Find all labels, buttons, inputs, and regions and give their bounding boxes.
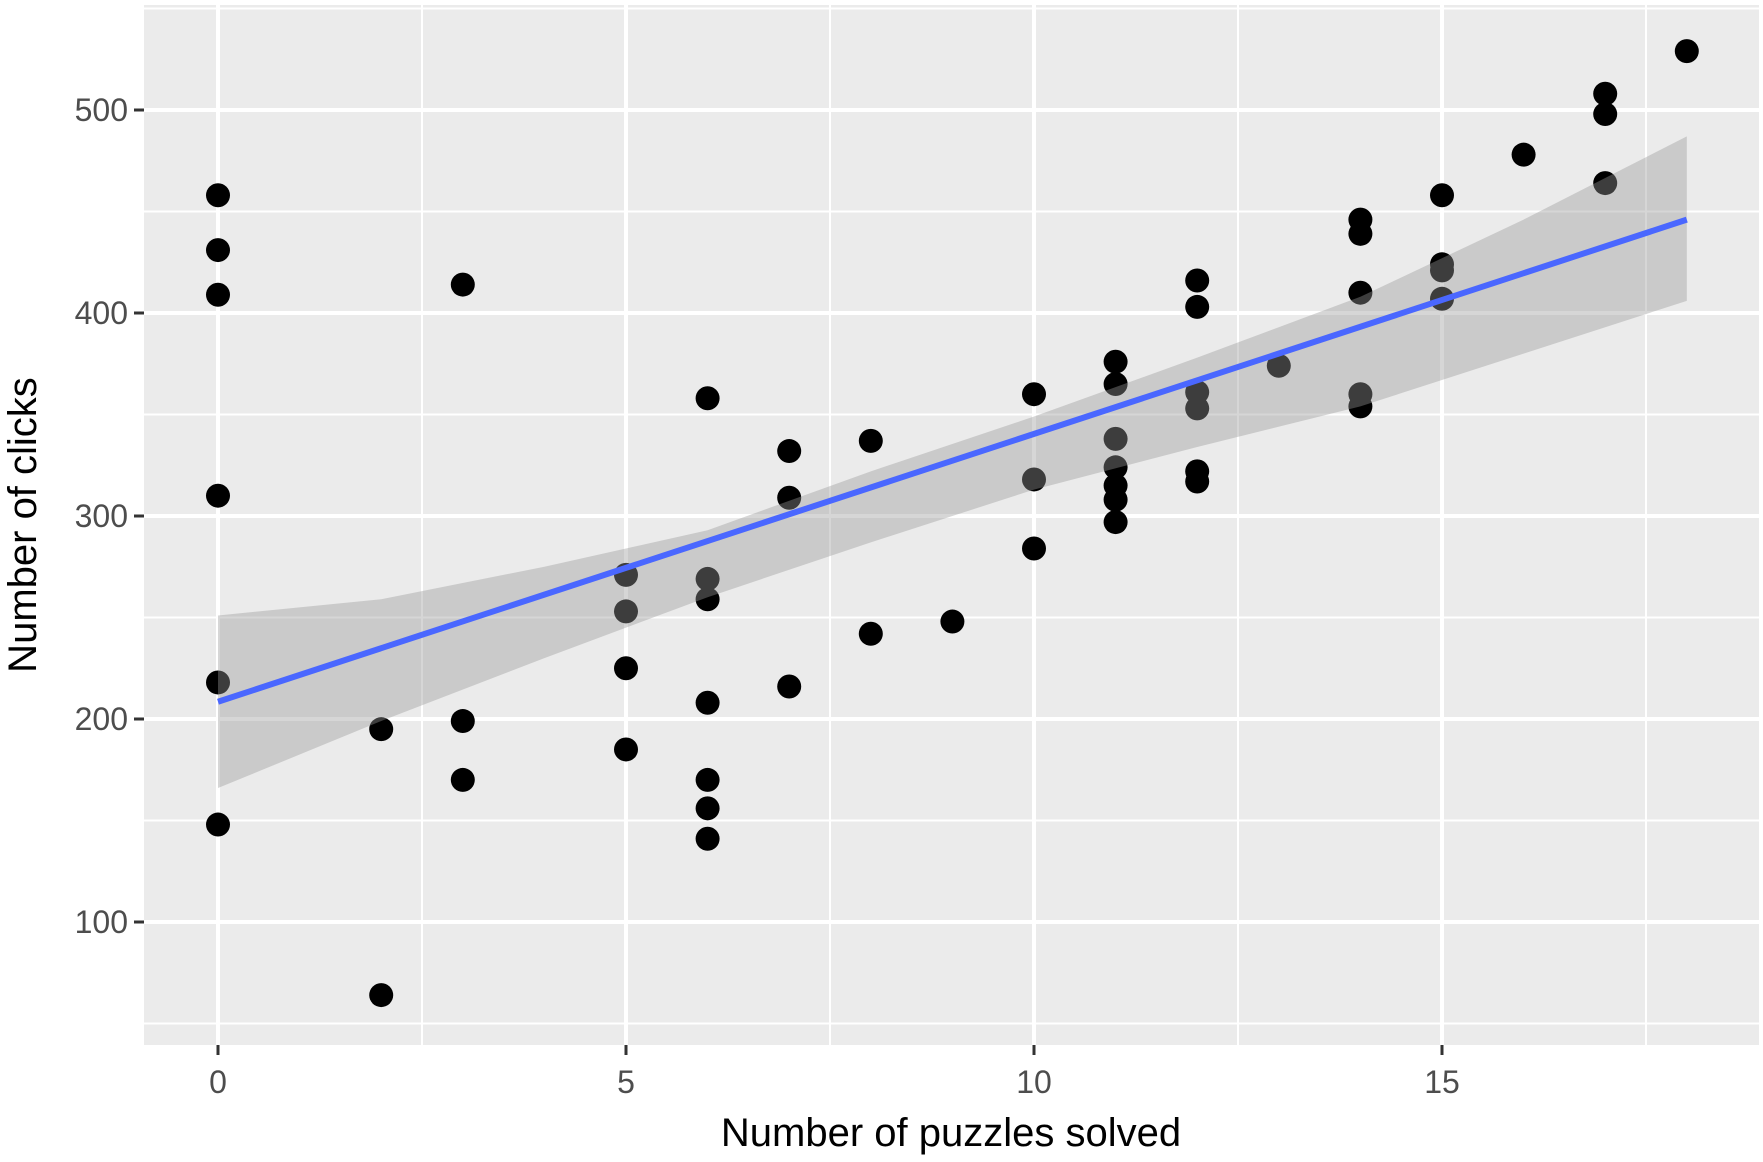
data-point	[1674, 39, 1699, 64]
data-point	[369, 717, 394, 742]
data-point	[1185, 294, 1210, 319]
data-point	[695, 566, 720, 591]
data-point	[777, 674, 802, 699]
data-point	[1022, 536, 1046, 561]
data-point	[695, 796, 720, 821]
grid-minor	[144, 5, 1759, 1045]
y-axis-title: Number of clicks	[1, 377, 45, 673]
x-axis-ticks: 0 5 10 15	[209, 1045, 1460, 1100]
x-tick-label: 0	[209, 1064, 227, 1100]
data-point	[1185, 469, 1210, 494]
y-tick-label: 400	[75, 295, 128, 331]
data-point	[1348, 394, 1373, 419]
regression-line	[217, 216, 1688, 705]
data-point	[1511, 142, 1536, 167]
y-tick-label: 100	[75, 904, 128, 940]
data-point	[695, 690, 720, 715]
data-point	[614, 599, 638, 624]
data-point	[858, 621, 883, 646]
data-point	[614, 737, 638, 762]
data-point	[1103, 510, 1128, 535]
data-point	[206, 670, 230, 695]
data-point	[1430, 183, 1454, 208]
data-point	[1103, 487, 1128, 512]
data-point	[450, 767, 475, 792]
data-point	[695, 386, 720, 411]
data-point	[1022, 382, 1046, 407]
data-point	[940, 609, 965, 634]
data-point	[1430, 258, 1454, 283]
y-tick-label: 200	[75, 701, 128, 737]
grid-major	[144, 5, 1759, 1045]
data-point	[695, 826, 720, 851]
y-axis-ticks: 100 200 300 400 500	[75, 92, 144, 940]
data-point	[1103, 455, 1128, 480]
data-points	[206, 39, 1699, 1008]
data-point	[1022, 467, 1046, 492]
data-point	[450, 709, 475, 734]
data-point	[1103, 426, 1128, 451]
data-point	[1593, 81, 1618, 106]
data-point	[1185, 396, 1210, 421]
plot-panel	[144, 5, 1759, 1045]
data-point	[777, 439, 802, 464]
data-point	[206, 483, 230, 508]
data-point	[1103, 372, 1128, 397]
data-point	[1103, 349, 1128, 374]
data-point	[695, 767, 720, 792]
data-point	[614, 656, 638, 681]
data-point	[1185, 268, 1210, 293]
x-axis-title: Number of puzzles solved	[721, 1111, 1181, 1155]
y-tick-label: 300	[75, 498, 128, 534]
data-point	[1266, 353, 1291, 378]
data-point	[858, 428, 883, 453]
data-point	[206, 183, 230, 208]
data-point	[206, 282, 230, 307]
data-point	[695, 587, 720, 612]
x-tick-label: 5	[617, 1064, 635, 1100]
data-point	[1348, 280, 1373, 305]
data-point	[369, 983, 394, 1008]
y-tick-label: 500	[75, 92, 128, 128]
data-point	[206, 238, 230, 263]
data-point	[1348, 221, 1373, 246]
x-tick-label: 15	[1424, 1064, 1460, 1100]
data-point	[1593, 102, 1618, 127]
data-point	[777, 485, 802, 510]
x-tick-label: 10	[1016, 1064, 1052, 1100]
data-point	[206, 812, 230, 837]
data-point	[450, 272, 475, 297]
data-point	[1593, 171, 1618, 196]
